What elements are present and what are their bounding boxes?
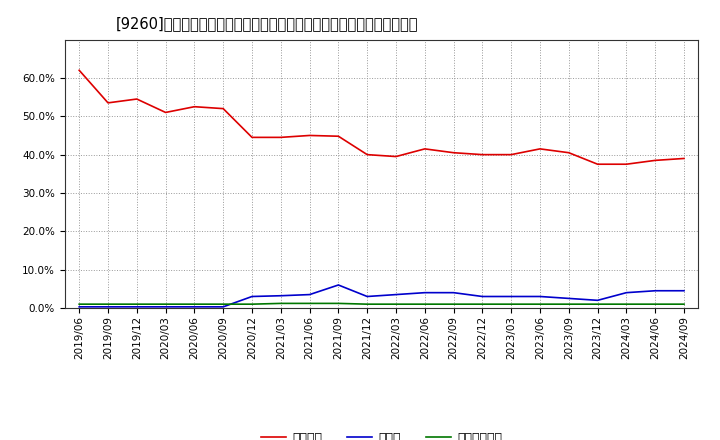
自己資本 (507, 152, 516, 157)
繰延税金資産 (651, 301, 660, 307)
のれん (593, 298, 602, 303)
自己資本 (420, 146, 429, 151)
繰延税金資産 (363, 301, 372, 307)
Text: [9260]　自己資本、のれん、繰延税金資産の総資産に対する比率の推移: [9260] 自己資本、のれん、繰延税金資産の総資産に対する比率の推移 (115, 16, 418, 32)
自己資本 (593, 161, 602, 167)
のれん (478, 294, 487, 299)
自己資本 (161, 110, 170, 115)
繰延税金資産 (536, 301, 544, 307)
自己資本 (132, 96, 141, 102)
自己資本 (680, 156, 688, 161)
自己資本 (248, 135, 256, 140)
のれん (564, 296, 573, 301)
繰延税金資産 (75, 301, 84, 307)
繰延税金資産 (305, 301, 314, 306)
繰延税金資産 (564, 301, 573, 307)
自己資本 (190, 104, 199, 109)
繰延税金資産 (190, 301, 199, 307)
のれん (190, 304, 199, 309)
自己資本 (478, 152, 487, 157)
自己資本 (276, 135, 285, 140)
繰延税金資産 (276, 301, 285, 306)
自己資本 (536, 146, 544, 151)
のれん (536, 294, 544, 299)
自己資本 (334, 134, 343, 139)
のれん (507, 294, 516, 299)
のれん (622, 290, 631, 295)
繰延税金資産 (219, 301, 228, 307)
Line: のれん: のれん (79, 285, 684, 307)
自己資本 (75, 68, 84, 73)
のれん (334, 282, 343, 288)
繰延税金資産 (132, 301, 141, 307)
繰延税金資産 (420, 301, 429, 307)
繰延税金資産 (104, 301, 112, 307)
のれん (420, 290, 429, 295)
繰延税金資産 (507, 301, 516, 307)
繰延税金資産 (622, 301, 631, 307)
のれん (305, 292, 314, 297)
繰延税金資産 (478, 301, 487, 307)
Legend: 自己資本, のれん, 繰延税金資産: 自己資本, のれん, 繰延税金資産 (256, 427, 507, 440)
自己資本 (564, 150, 573, 155)
のれん (680, 288, 688, 293)
のれん (363, 294, 372, 299)
自己資本 (104, 100, 112, 106)
Line: 自己資本: 自己資本 (79, 70, 684, 164)
繰延税金資産 (161, 301, 170, 307)
のれん (104, 304, 112, 309)
のれん (392, 292, 400, 297)
繰延税金資産 (248, 301, 256, 307)
のれん (276, 293, 285, 298)
自己資本 (392, 154, 400, 159)
のれん (75, 304, 84, 309)
繰延税金資産 (334, 301, 343, 306)
のれん (449, 290, 458, 295)
自己資本 (219, 106, 228, 111)
自己資本 (305, 133, 314, 138)
繰延税金資産 (392, 301, 400, 307)
繰延税金資産 (449, 301, 458, 307)
自己資本 (622, 161, 631, 167)
のれん (219, 304, 228, 309)
繰延税金資産 (680, 301, 688, 307)
自己資本 (363, 152, 372, 157)
自己資本 (449, 150, 458, 155)
のれん (132, 304, 141, 309)
のれん (161, 304, 170, 309)
のれん (248, 294, 256, 299)
自己資本 (651, 158, 660, 163)
繰延税金資産 (593, 301, 602, 307)
のれん (651, 288, 660, 293)
